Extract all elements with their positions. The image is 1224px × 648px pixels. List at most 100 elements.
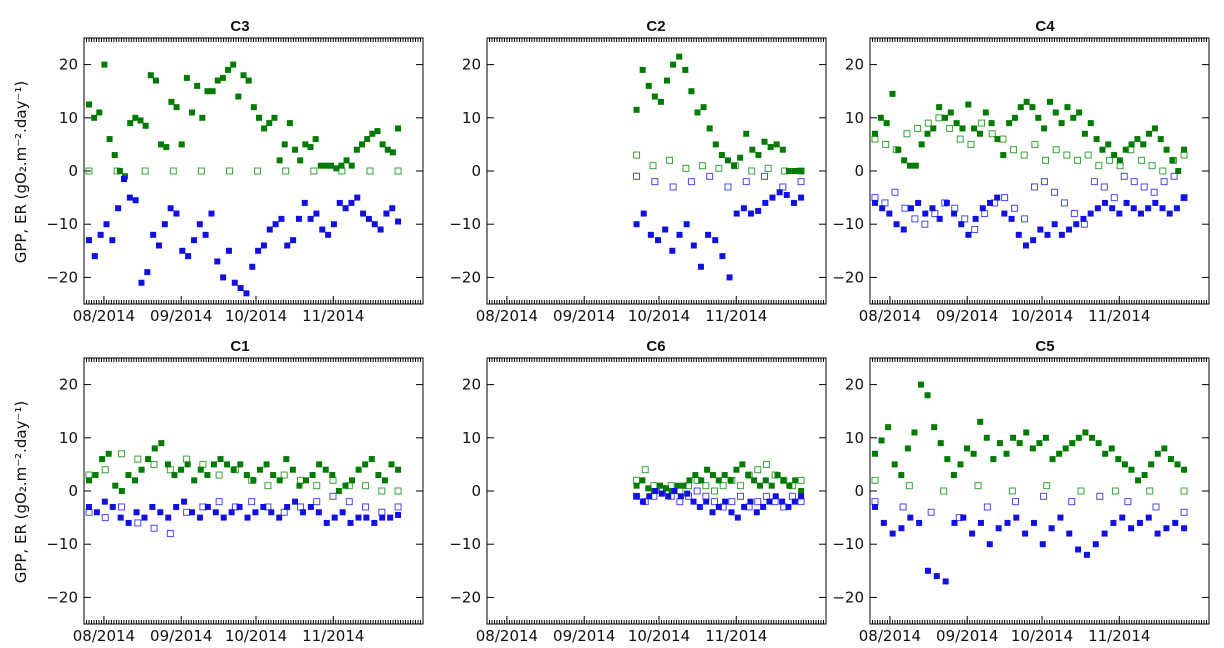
gpp-point: [369, 130, 376, 137]
er-point: [331, 514, 338, 521]
gpp-point: [779, 146, 786, 153]
er-point: [299, 509, 306, 516]
er-point: [365, 215, 372, 222]
y-tick-label: −20: [46, 588, 78, 606]
gpp-point: [680, 482, 687, 489]
er-point: [181, 498, 188, 505]
er-point: [790, 199, 797, 206]
er-point: [639, 498, 646, 505]
er-point: [994, 194, 1001, 201]
gpp-open-point: [940, 487, 948, 495]
er-point: [204, 503, 211, 510]
er-point: [307, 215, 314, 222]
gpp-open-point: [134, 455, 142, 463]
gpp-point: [197, 466, 204, 473]
gpp-point: [1105, 141, 1112, 148]
gpp-point: [994, 136, 1001, 143]
er-point: [109, 503, 116, 510]
gpp-open-point: [313, 482, 321, 490]
y-tick-label: −20: [832, 268, 864, 286]
gpp-point: [904, 445, 911, 452]
gpp-point: [1035, 114, 1042, 121]
gpp-point: [230, 61, 237, 68]
er-point: [915, 199, 922, 206]
gpp-point: [224, 461, 231, 468]
er-open-point: [669, 183, 677, 191]
er-open-point: [1068, 498, 1076, 506]
gpp-point: [883, 120, 890, 127]
gpp-point: [694, 109, 701, 116]
gpp-point: [178, 466, 185, 473]
er-point: [165, 514, 172, 521]
er-point: [683, 221, 690, 228]
gpp-point: [983, 434, 990, 441]
er-open-point: [1001, 194, 1009, 202]
x-tick-label: 09/2014: [553, 307, 615, 325]
gpp-point: [1023, 429, 1030, 436]
er-point: [244, 514, 251, 521]
gpp-open-point: [650, 482, 658, 490]
er-point: [1101, 530, 1108, 537]
gpp-point: [1029, 104, 1036, 111]
er-open-point: [651, 178, 659, 186]
er-point: [109, 237, 116, 244]
gpp-point: [1010, 434, 1017, 441]
er-point: [1154, 530, 1161, 537]
y-tick-label: −10: [46, 215, 78, 233]
er-point: [97, 231, 104, 238]
er-point: [900, 226, 907, 233]
er-point: [646, 493, 653, 500]
gpp-point: [1069, 440, 1076, 447]
er-point: [1075, 546, 1082, 553]
er-point: [363, 514, 370, 521]
gpp-point: [286, 120, 293, 127]
gpp-point: [261, 125, 268, 132]
gpp-point: [217, 456, 224, 463]
er-point: [125, 519, 132, 526]
gpp-point: [1093, 136, 1100, 143]
gpp-point: [645, 485, 652, 492]
gpp-point: [353, 146, 360, 153]
er-point: [733, 210, 740, 217]
gpp-point: [1174, 461, 1181, 468]
gpp-open-point: [764, 164, 772, 172]
er-point: [1022, 530, 1029, 537]
er-point: [719, 253, 726, 260]
gpp-point: [1134, 136, 1141, 143]
er-point: [722, 498, 729, 505]
gpp-point: [1111, 152, 1118, 159]
er-point: [144, 269, 151, 276]
er-point: [1159, 205, 1166, 212]
gpp-point: [688, 88, 695, 95]
gpp-point: [718, 152, 725, 159]
er-point: [1015, 231, 1022, 238]
gpp-point: [362, 461, 369, 468]
gpp-point: [724, 157, 731, 164]
panel-c3: C3 −20 −10 0 10 20 08/2014 09/2014 10/2014 11/201…: [46, 18, 424, 325]
gpp-open-point: [633, 151, 641, 159]
x-tick-label: 08/2014: [859, 627, 921, 645]
gpp-point: [1175, 168, 1182, 174]
gpp-open-point: [967, 140, 975, 148]
gpp-point: [312, 136, 319, 143]
gpp-point: [342, 482, 349, 489]
er-open-point: [1040, 178, 1048, 186]
gpp-point: [657, 482, 664, 489]
er-open-point: [871, 498, 879, 506]
gpp-open-point: [394, 487, 402, 495]
gpp-point: [271, 114, 278, 121]
er-open-point: [248, 498, 256, 506]
gpp-point: [639, 66, 646, 73]
x-tick-label: 09/2014: [150, 627, 212, 645]
er-point: [1044, 231, 1051, 238]
gpp-point: [670, 61, 677, 68]
er-point: [1110, 519, 1117, 526]
er-point: [260, 242, 267, 249]
gpp-open-point: [935, 114, 943, 122]
gpp-point: [270, 472, 277, 479]
er-point: [776, 189, 783, 196]
x-tick-label: 11/2014: [302, 627, 364, 645]
gpp-point: [657, 98, 664, 105]
er-open-point: [702, 492, 710, 500]
gpp-open-point: [946, 124, 954, 132]
